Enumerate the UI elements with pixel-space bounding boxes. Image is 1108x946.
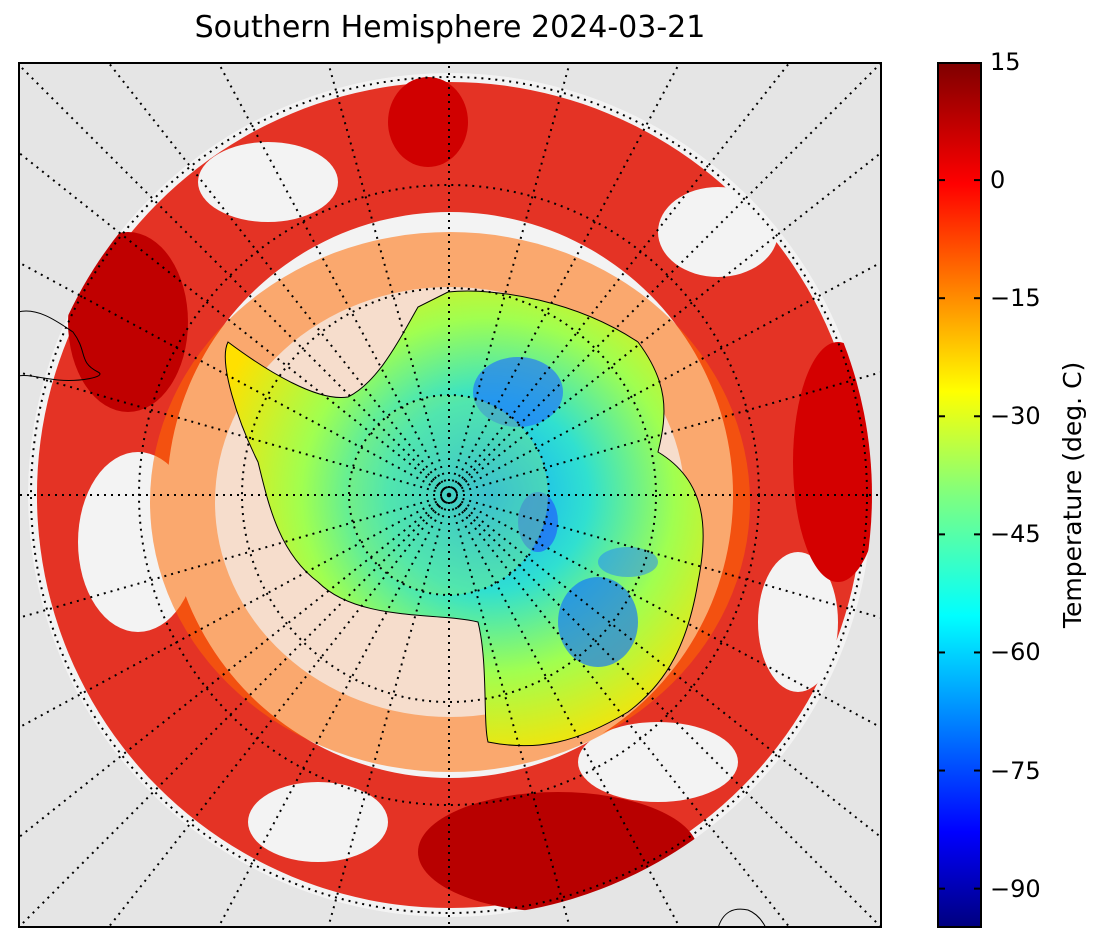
colorbar-label: Temperature (deg. C) bbox=[1058, 361, 1087, 628]
colorbar-tick-label: −90 bbox=[990, 874, 1041, 903]
colorbar-ticks bbox=[937, 62, 982, 890]
colorbar-tick-label: −30 bbox=[990, 402, 1041, 431]
map-canvas bbox=[18, 62, 882, 928]
polar-map bbox=[18, 62, 882, 928]
map-title: Southern Hemisphere 2024-03-21 bbox=[194, 10, 706, 45]
colorbar-canvas bbox=[937, 62, 982, 928]
colorbar-tick-label: 15 bbox=[990, 48, 1021, 76]
south-america-coastline bbox=[18, 310, 101, 381]
colorbar bbox=[937, 62, 982, 928]
colorbar-gradient bbox=[937, 62, 982, 928]
graticule bbox=[18, 62, 882, 928]
colorbar-tick-label: 0 bbox=[990, 166, 1006, 195]
colorbar-tick-label: −75 bbox=[990, 756, 1041, 785]
colorbar-tick-label: −60 bbox=[990, 638, 1041, 667]
new-zealand-coastline bbox=[717, 908, 767, 928]
map-frame bbox=[18, 62, 882, 928]
colorbar-tick-label: −15 bbox=[990, 284, 1041, 313]
colorbar-tick-label: −45 bbox=[990, 520, 1041, 549]
